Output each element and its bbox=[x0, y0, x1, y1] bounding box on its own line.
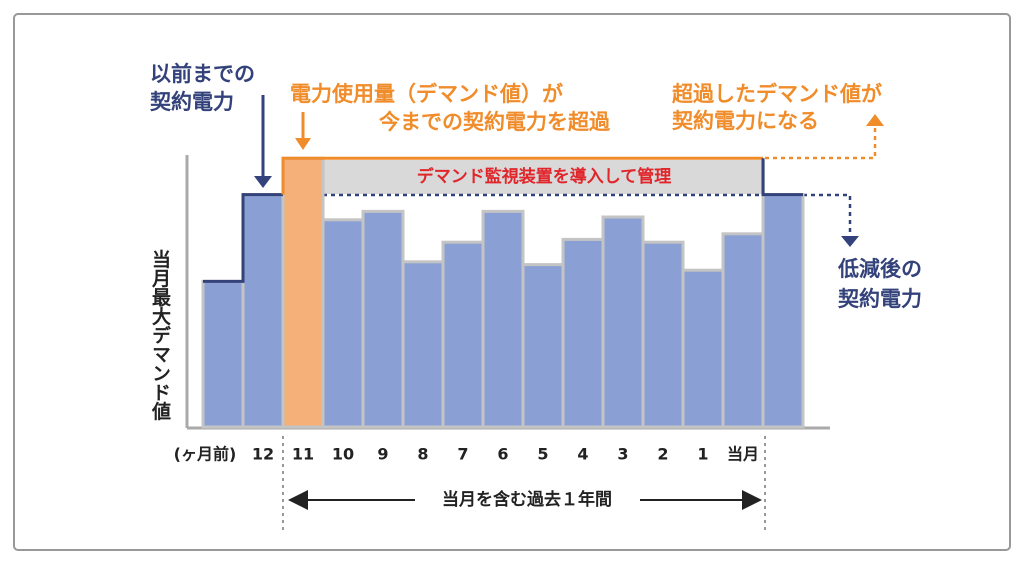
annotations: 以前までの 契約電力 電力使用量（デマンド値）が 今までの契約電力を超過 超過し… bbox=[149, 62, 922, 311]
x-tick-label: 7 bbox=[457, 445, 468, 464]
arrow-head bbox=[841, 236, 859, 247]
x-tick-label: 1 bbox=[697, 445, 708, 464]
annotation: 契約電力になる bbox=[671, 109, 819, 133]
bar bbox=[481, 209, 525, 429]
y-axis-label: 当月最大デマンド値 bbox=[149, 248, 172, 421]
annotation: 低減後の bbox=[837, 257, 922, 281]
annotation: 契約電力 bbox=[837, 287, 922, 311]
x-tick-label: 11 bbox=[292, 445, 314, 464]
bar bbox=[721, 232, 765, 429]
managed-region bbox=[323, 160, 765, 194]
arrows: 当月を含む過去１年間 bbox=[254, 95, 884, 530]
arrow-head bbox=[288, 490, 308, 510]
bar bbox=[361, 209, 405, 429]
bar bbox=[601, 215, 645, 429]
x-tick-label: 3 bbox=[617, 445, 628, 464]
arrow-head bbox=[254, 176, 272, 188]
bar bbox=[201, 279, 245, 429]
x-tick-label: 4 bbox=[577, 445, 588, 464]
bar bbox=[441, 240, 485, 429]
annotation: 今までの契約電力を超過 bbox=[379, 110, 611, 134]
x-tick-label: 当月 bbox=[727, 445, 759, 464]
x-unit-label: (ヶ月前) bbox=[174, 445, 237, 464]
x-tick-label: 2 bbox=[657, 445, 668, 464]
bar bbox=[681, 268, 725, 429]
x-tick-label: 9 bbox=[377, 445, 388, 464]
annotation: 以前までの bbox=[150, 62, 255, 86]
bar bbox=[281, 156, 325, 429]
previous-contract-line bbox=[203, 193, 283, 283]
bar bbox=[561, 237, 605, 429]
period-label: 当月を含む過去１年間 bbox=[442, 489, 612, 510]
dotted-line bbox=[765, 125, 877, 160]
dotted-line bbox=[283, 193, 852, 235]
bar bbox=[321, 218, 365, 429]
x-tick-label: 6 bbox=[497, 445, 508, 464]
exceeded-contract-line bbox=[281, 156, 763, 195]
arrow-head bbox=[742, 490, 762, 510]
annotation: 電力使用量（デマンド値）が bbox=[290, 82, 563, 106]
arrow-head bbox=[295, 138, 311, 150]
annotation: 契約電力 bbox=[149, 90, 234, 114]
x-tick-label: 8 bbox=[417, 445, 428, 464]
bar bbox=[241, 193, 285, 429]
highlight-label: デマンド監視装置を導入して管理 bbox=[417, 166, 672, 187]
arrow-head bbox=[866, 114, 884, 126]
new-contract-line bbox=[761, 158, 803, 197]
bar bbox=[761, 193, 805, 429]
x-tick-label: 12 bbox=[252, 445, 274, 464]
x-tick-label: 10 bbox=[332, 445, 354, 464]
x-tick-label: 5 bbox=[537, 445, 548, 464]
bar bbox=[641, 240, 685, 429]
annotation: 超過したデマンド値が bbox=[672, 82, 882, 106]
bar bbox=[521, 263, 565, 429]
bar bbox=[401, 260, 445, 429]
